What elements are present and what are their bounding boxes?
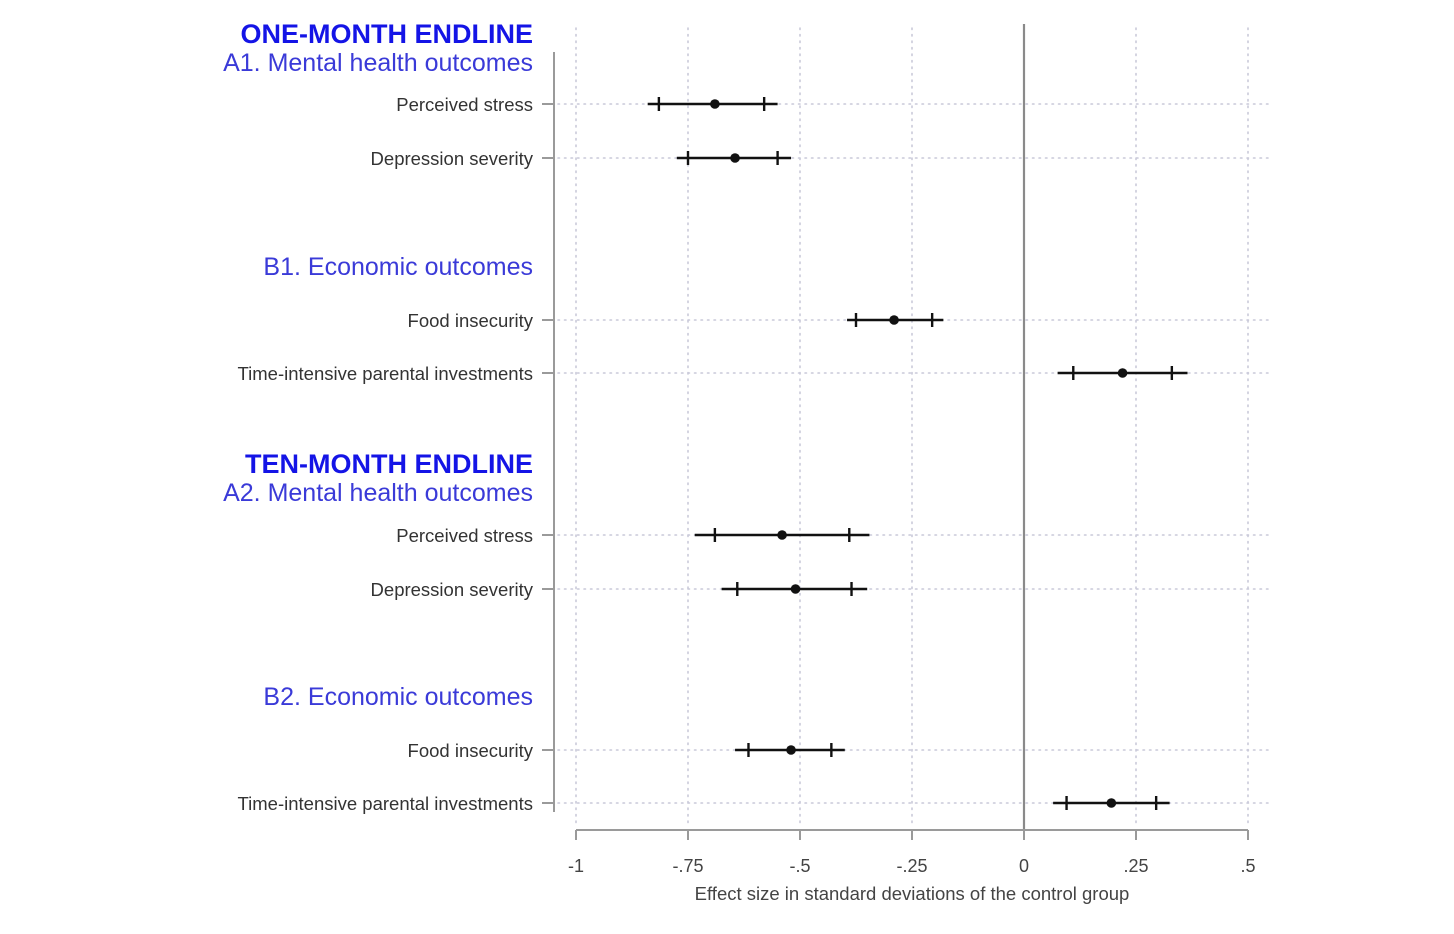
group-title: A1. Mental health outcomes bbox=[223, 49, 533, 77]
point-estimate bbox=[889, 315, 899, 325]
section-title: ONE-MONTH ENDLINE bbox=[241, 19, 534, 49]
x-axis-title: Effect size in standard deviations of th… bbox=[695, 883, 1130, 904]
row-label: Depression severity bbox=[371, 148, 534, 169]
axis-layer: -1 -.75 -.5 -.25 0 .25 .5 bbox=[542, 52, 1256, 876]
row-label: Perceived stress bbox=[396, 94, 533, 115]
point-estimate bbox=[790, 584, 801, 594]
grid-layer bbox=[557, 24, 1273, 830]
row-label: Time-intensive parental investments bbox=[238, 793, 533, 814]
x-tick-label: -.25 bbox=[896, 856, 927, 876]
point-estimate bbox=[1106, 798, 1117, 808]
group-title: A2. Mental health outcomes bbox=[223, 479, 533, 507]
point-estimate bbox=[730, 153, 740, 163]
row-label: Food insecurity bbox=[408, 740, 534, 761]
row-label: Time-intensive parental investments bbox=[238, 363, 533, 384]
row-label: Perceived stress bbox=[396, 525, 533, 546]
group-title: B1. Economic outcomes bbox=[263, 253, 533, 281]
x-tick-label: .25 bbox=[1123, 856, 1148, 876]
row-label: Food insecurity bbox=[408, 310, 534, 331]
point-estimate bbox=[786, 745, 796, 755]
x-tick-label: -.75 bbox=[672, 856, 703, 876]
point-estimate bbox=[777, 530, 787, 540]
group-title: B2. Economic outcomes bbox=[263, 683, 533, 711]
section-title: TEN-MONTH ENDLINE bbox=[245, 449, 533, 479]
x-tick-label: -.5 bbox=[789, 856, 810, 876]
point-estimate bbox=[1117, 368, 1128, 378]
x-tick-label: -1 bbox=[568, 856, 584, 876]
x-tick-label: 0 bbox=[1019, 856, 1029, 876]
x-tick-label: .5 bbox=[1240, 856, 1255, 876]
row-label: Depression severity bbox=[371, 579, 534, 600]
mark-layer bbox=[647, 97, 1188, 810]
point-estimate bbox=[710, 99, 720, 109]
